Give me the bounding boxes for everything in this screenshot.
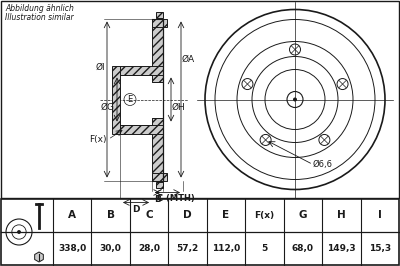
Text: H: H — [337, 210, 346, 221]
Bar — [112, 65, 120, 134]
Text: ØA: ØA — [182, 55, 195, 64]
Text: 68,0: 68,0 — [292, 244, 314, 253]
Text: 28,0: 28,0 — [138, 244, 160, 253]
Text: 112,0: 112,0 — [212, 244, 240, 253]
Bar — [1, 1, 399, 198]
Text: D: D — [183, 210, 192, 221]
Text: B: B — [154, 194, 161, 203]
Text: G: G — [299, 210, 307, 221]
Text: B: B — [107, 210, 115, 221]
Text: C: C — [145, 210, 153, 221]
Text: 149,3: 149,3 — [327, 244, 356, 253]
Bar — [152, 19, 163, 81]
Bar — [152, 118, 163, 181]
Text: Ø6,6: Ø6,6 — [313, 160, 333, 169]
Text: 57,2: 57,2 — [176, 244, 199, 253]
Text: 30,0: 30,0 — [100, 244, 122, 253]
Bar — [156, 181, 163, 188]
Text: Illustration similar: Illustration similar — [5, 13, 74, 22]
Bar — [152, 172, 167, 181]
Bar — [1, 199, 399, 265]
Circle shape — [17, 230, 21, 234]
Polygon shape — [35, 252, 43, 262]
Text: A: A — [68, 210, 76, 221]
Text: F(x): F(x) — [90, 135, 107, 144]
Text: E: E — [222, 210, 230, 221]
Text: ØG: ØG — [101, 102, 115, 111]
Text: D: D — [132, 205, 140, 214]
Bar — [156, 11, 163, 18]
Text: ØI: ØI — [95, 63, 105, 72]
Circle shape — [293, 98, 297, 102]
Text: E: E — [127, 95, 133, 104]
Text: ØH: ØH — [172, 102, 186, 111]
Text: 15,3: 15,3 — [369, 244, 391, 253]
Bar — [152, 19, 167, 27]
Text: F(x): F(x) — [254, 211, 274, 220]
Text: 5: 5 — [261, 244, 268, 253]
Text: C (MTH): C (MTH) — [157, 194, 194, 203]
Text: 338,0: 338,0 — [58, 244, 86, 253]
Bar — [120, 65, 163, 74]
Bar — [120, 124, 163, 134]
Text: Abbildung ähnlich: Abbildung ähnlich — [5, 4, 74, 13]
Text: I: I — [378, 210, 382, 221]
